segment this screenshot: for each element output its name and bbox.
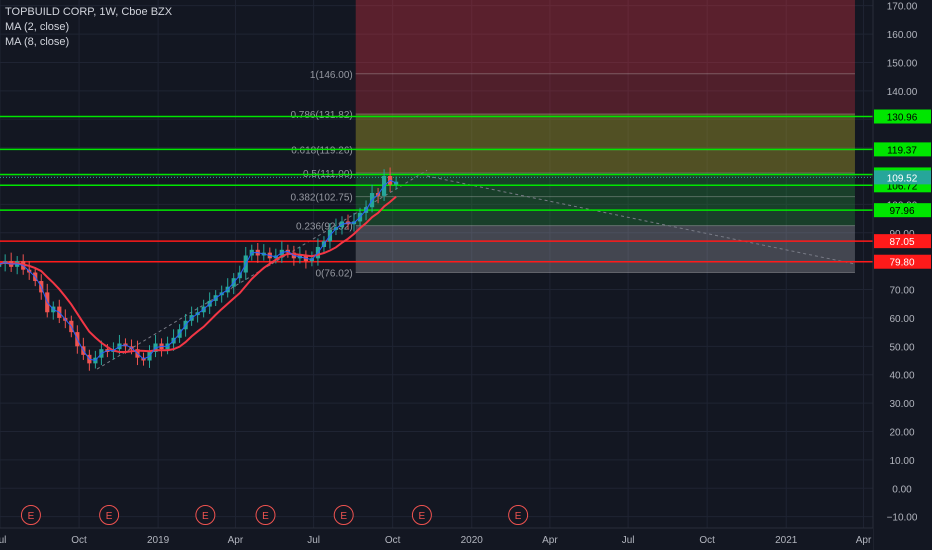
ma-fast-line xyxy=(0,179,397,362)
time-tick-label: 2020 xyxy=(461,535,484,546)
time-tick-label: Oct xyxy=(71,535,87,546)
price-tick-label: 60.00 xyxy=(889,314,914,325)
fib-zone-yellow xyxy=(355,114,855,174)
time-axis xyxy=(0,528,873,550)
fib-zone-grey xyxy=(355,225,855,273)
price-tick-label: 40.00 xyxy=(889,371,914,382)
fib-level-label: 0.236(92.52) xyxy=(296,222,353,233)
fib-zone-upper xyxy=(355,0,855,74)
price-level-badge-label: 106.72 xyxy=(887,181,918,192)
time-tick-label: 2021 xyxy=(775,535,798,546)
time-tick-label: Apr xyxy=(228,535,244,546)
price-tick-label: 0.00 xyxy=(892,484,912,495)
time-tick-label: Oct xyxy=(385,535,401,546)
earnings-marker-label: E xyxy=(202,511,209,522)
time-tick-label: Apr xyxy=(856,535,872,546)
earnings-marker-icon xyxy=(20,505,41,525)
price-tick-label: 160.00 xyxy=(887,30,918,41)
trend-line xyxy=(426,175,856,265)
earnings-marker-label: E xyxy=(28,511,35,522)
fib-level-label: 0.618(119.26) xyxy=(291,146,353,157)
last-price-badge-label: 109.52 xyxy=(887,173,918,184)
price-level-badge xyxy=(874,254,931,269)
fib-level-label: 0(76.02) xyxy=(315,268,352,279)
candle-body xyxy=(0,264,2,267)
ma-slow-legend[interactable]: MA (8, close) xyxy=(5,36,70,48)
chart-legend: TOPBUILD CORP, 1W, Cboe BZX MA (2, close… xyxy=(5,5,172,50)
earnings-marker-icon xyxy=(508,505,529,525)
time-tick-label: Jul xyxy=(0,535,6,546)
price-level-badge-label: 87.05 xyxy=(889,237,914,248)
fib-zone-green xyxy=(355,173,855,226)
price-level-badge-label: 119.37 xyxy=(887,145,917,156)
price-level-badge xyxy=(874,203,931,218)
price-tick-label: 70.00 xyxy=(889,286,914,297)
price-level-badge xyxy=(874,142,931,157)
time-tick-label: Apr xyxy=(542,535,558,546)
earnings-marker-icon xyxy=(411,505,432,525)
price-tick-label: 10.00 xyxy=(889,456,914,467)
fib-level-label: 1(146.00) xyxy=(310,70,353,81)
price-tick-label: 20.00 xyxy=(889,427,914,438)
price-tick-label: 140.00 xyxy=(887,87,918,98)
fib-level-label: 0.382(102.75) xyxy=(290,193,352,204)
price-tick-label: 50.00 xyxy=(889,342,914,353)
price-tick-label: 170.00 xyxy=(887,2,918,13)
time-tick-label: Jul xyxy=(622,535,635,546)
price-tick-label: −10.00 xyxy=(887,513,918,524)
time-tick-label: Jul xyxy=(307,535,320,546)
price-level-badge-label: 97.96 xyxy=(889,206,914,217)
time-tick-label: Oct xyxy=(699,535,715,546)
earnings-marker-label: E xyxy=(419,511,426,522)
time-tick-label: 2019 xyxy=(147,535,170,546)
ma-slow-line xyxy=(0,195,397,353)
earnings-marker-label: E xyxy=(340,511,347,522)
earnings-marker-label: E xyxy=(106,511,113,522)
price-axis xyxy=(873,0,932,550)
symbol-title[interactable]: TOPBUILD CORP, 1W, Cboe BZX xyxy=(5,6,173,18)
price-level-badge-label: 79.80 xyxy=(889,258,914,269)
price-tick-label: 150.00 xyxy=(887,58,918,69)
price-level-badge xyxy=(874,109,931,124)
price-tick-label: 30.00 xyxy=(889,399,914,410)
earnings-marker-icon xyxy=(195,505,216,525)
ma-fast-legend[interactable]: MA (2, close) xyxy=(5,21,70,33)
earnings-marker-label: E xyxy=(262,511,269,522)
fib-zone-red xyxy=(355,73,855,115)
fib-level-label: 0.786(131.82) xyxy=(290,110,352,121)
earnings-marker-icon xyxy=(99,505,120,525)
last-price-badge xyxy=(874,170,931,185)
earnings-marker-label: E xyxy=(515,511,522,522)
price-level-badge-label: 130.96 xyxy=(887,113,918,124)
earnings-marker-icon xyxy=(333,505,354,525)
earnings-marker-icon xyxy=(255,505,276,525)
price-level-badge xyxy=(874,234,931,249)
